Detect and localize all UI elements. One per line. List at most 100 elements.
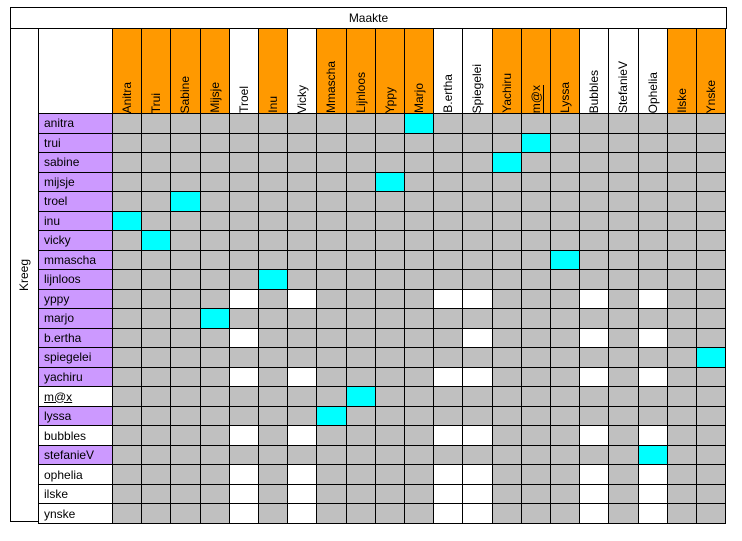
matrix-cell[interactable] — [287, 444, 318, 466]
matrix-cell[interactable] — [579, 191, 610, 212]
matrix-cell[interactable] — [579, 230, 610, 251]
matrix-cell[interactable] — [170, 171, 201, 193]
matrix-cell[interactable] — [112, 269, 143, 290]
matrix-cell[interactable] — [170, 132, 201, 154]
matrix-cell[interactable] — [112, 113, 143, 134]
matrix-cell[interactable] — [228, 171, 259, 193]
matrix-cell[interactable] — [666, 483, 697, 505]
matrix-cell[interactable] — [141, 191, 172, 212]
matrix-cell[interactable] — [550, 132, 581, 154]
matrix-cell[interactable] — [637, 425, 668, 446]
matrix-cell[interactable] — [112, 249, 143, 271]
matrix-cell[interactable] — [462, 269, 493, 290]
matrix-cell[interactable] — [316, 366, 347, 388]
column-header-vicky[interactable]: Vicky — [287, 28, 318, 114]
matrix-cell[interactable] — [550, 464, 581, 485]
assignment-cell[interactable] — [696, 347, 727, 368]
matrix-cell[interactable] — [199, 405, 230, 427]
column-header-ophelia[interactable]: Ophelia — [637, 28, 668, 114]
matrix-cell[interactable] — [696, 444, 727, 466]
matrix-cell[interactable] — [579, 386, 610, 407]
matrix-cell[interactable] — [433, 386, 464, 407]
matrix-cell[interactable] — [404, 269, 435, 290]
matrix-cell[interactable] — [404, 347, 435, 368]
matrix-cell[interactable] — [696, 113, 727, 134]
matrix-cell[interactable] — [287, 503, 318, 524]
row-header-mijsje[interactable]: mijsje — [38, 171, 113, 193]
matrix-cell[interactable] — [316, 171, 347, 193]
row-header-anitra[interactable]: anitra — [38, 113, 113, 134]
matrix-cell[interactable] — [141, 444, 172, 466]
matrix-cell[interactable] — [462, 483, 493, 505]
matrix-cell[interactable] — [637, 152, 668, 173]
matrix-cell[interactable] — [287, 269, 318, 290]
matrix-cell[interactable] — [433, 483, 464, 505]
matrix-cell[interactable] — [404, 171, 435, 193]
matrix-cell[interactable] — [228, 327, 259, 349]
matrix-cell[interactable] — [141, 113, 172, 134]
row-header-vicky[interactable]: vicky — [38, 230, 113, 251]
column-header-lijnloos[interactable]: Lijnloos — [345, 28, 376, 114]
assignment-cell[interactable] — [112, 210, 143, 232]
matrix-cell[interactable] — [345, 327, 376, 349]
matrix-cell[interactable] — [666, 425, 697, 446]
matrix-cell[interactable] — [199, 171, 230, 193]
matrix-cell[interactable] — [433, 405, 464, 427]
matrix-cell[interactable] — [316, 425, 347, 446]
matrix-cell[interactable] — [374, 366, 405, 388]
matrix-cell[interactable] — [462, 171, 493, 193]
matrix-cell[interactable] — [491, 347, 522, 368]
matrix-cell[interactable] — [258, 386, 289, 407]
matrix-cell[interactable] — [199, 269, 230, 290]
matrix-cell[interactable] — [550, 288, 581, 310]
matrix-cell[interactable] — [637, 386, 668, 407]
matrix-cell[interactable] — [520, 113, 551, 134]
matrix-cell[interactable] — [550, 171, 581, 193]
matrix-cell[interactable] — [462, 113, 493, 134]
assignment-cell[interactable] — [199, 308, 230, 329]
matrix-cell[interactable] — [520, 288, 551, 310]
matrix-cell[interactable] — [170, 152, 201, 173]
matrix-cell[interactable] — [287, 366, 318, 388]
matrix-cell[interactable] — [404, 405, 435, 427]
matrix-cell[interactable] — [433, 132, 464, 154]
matrix-cell[interactable] — [520, 210, 551, 232]
matrix-cell[interactable] — [608, 191, 639, 212]
matrix-cell[interactable] — [491, 425, 522, 446]
matrix-cell[interactable] — [287, 425, 318, 446]
matrix-cell[interactable] — [228, 483, 259, 505]
matrix-cell[interactable] — [520, 503, 551, 524]
matrix-cell[interactable] — [316, 132, 347, 154]
matrix-cell[interactable] — [462, 405, 493, 427]
matrix-cell[interactable] — [637, 230, 668, 251]
matrix-cell[interactable] — [666, 210, 697, 232]
matrix-cell[interactable] — [696, 132, 727, 154]
matrix-cell[interactable] — [520, 464, 551, 485]
matrix-cell[interactable] — [258, 210, 289, 232]
matrix-cell[interactable] — [199, 347, 230, 368]
matrix-cell[interactable] — [550, 152, 581, 173]
matrix-cell[interactable] — [608, 113, 639, 134]
matrix-cell[interactable] — [608, 249, 639, 271]
matrix-cell[interactable] — [374, 269, 405, 290]
column-header-b-ertha[interactable]: B.ertha — [433, 28, 464, 114]
matrix-cell[interactable] — [287, 210, 318, 232]
matrix-cell[interactable] — [579, 288, 610, 310]
matrix-cell[interactable] — [258, 171, 289, 193]
matrix-cell[interactable] — [374, 210, 405, 232]
matrix-cell[interactable] — [462, 503, 493, 524]
matrix-cell[interactable] — [637, 171, 668, 193]
matrix-cell[interactable] — [608, 327, 639, 349]
matrix-cell[interactable] — [199, 366, 230, 388]
matrix-cell[interactable] — [550, 308, 581, 329]
matrix-cell[interactable] — [608, 230, 639, 251]
row-header-yachiru[interactable]: yachiru — [38, 366, 113, 388]
row-header-inu[interactable]: inu — [38, 210, 113, 232]
matrix-cell[interactable] — [112, 405, 143, 427]
matrix-cell[interactable] — [637, 191, 668, 212]
matrix-cell[interactable] — [112, 366, 143, 388]
matrix-cell[interactable] — [199, 249, 230, 271]
matrix-cell[interactable] — [316, 210, 347, 232]
matrix-cell[interactable] — [404, 191, 435, 212]
matrix-cell[interactable] — [491, 171, 522, 193]
